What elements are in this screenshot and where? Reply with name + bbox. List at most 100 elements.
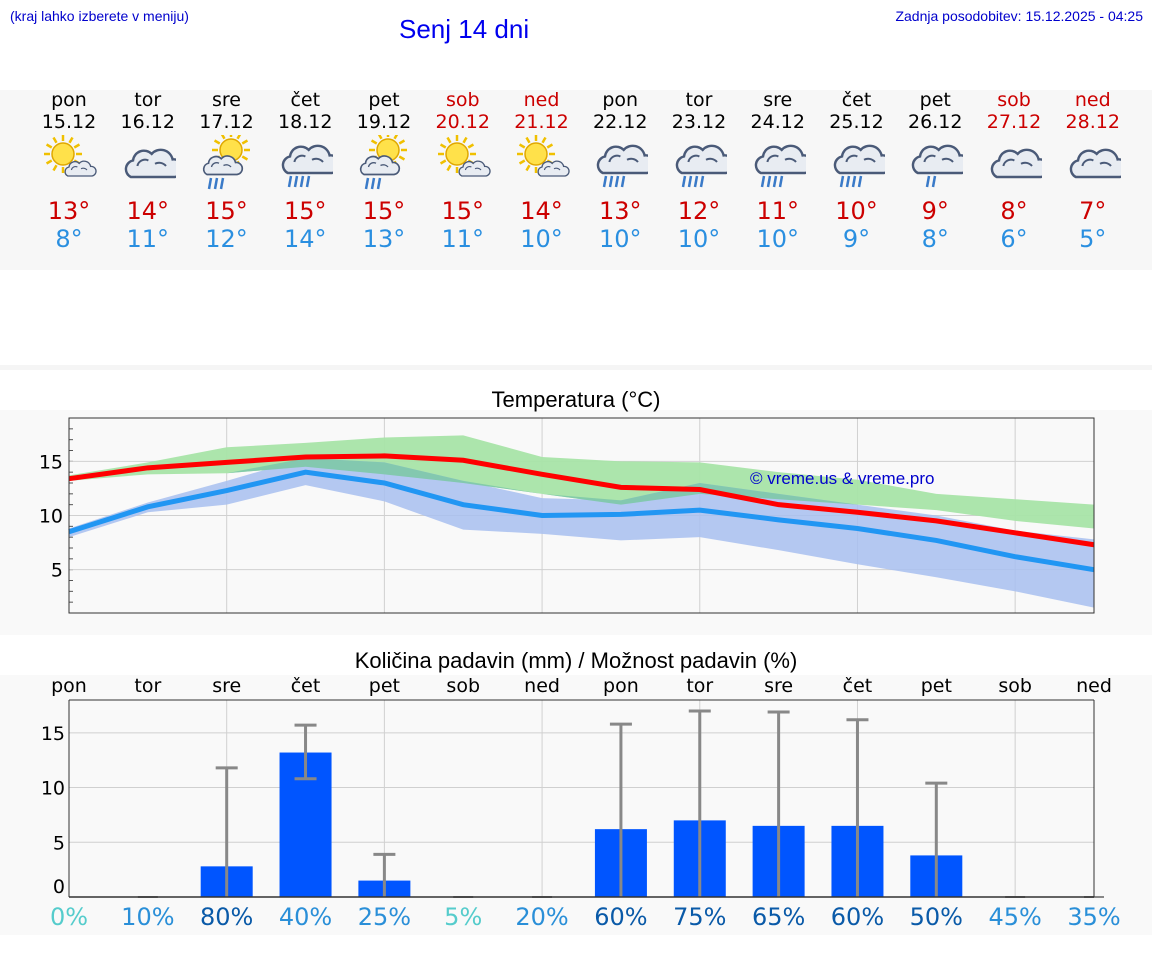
location-hint[interactable]: (kraj lahko izberete v meniju): [10, 8, 189, 24]
precip-day-label: sob: [998, 675, 1032, 697]
precip-day-label: sob: [446, 675, 481, 697]
day-column: pet 19.12 15° 13°: [345, 89, 423, 253]
temp-max: 15°: [205, 197, 248, 225]
temp-min: 9°: [842, 225, 871, 253]
day-date: 21.12: [514, 111, 569, 133]
last-updated: Zadnja posodobitev: 15.12.2025 - 04:25: [895, 8, 1143, 24]
day-name: pet: [919, 89, 951, 111]
cloud-icon: [990, 148, 1042, 179]
day-column: sre 24.12 11° 10°: [739, 89, 817, 253]
precip-day-label: sre: [212, 675, 242, 697]
day-column: sob 20.12 15° 11°: [424, 89, 502, 253]
temp-max: 12°: [677, 197, 721, 225]
temp-max: 14°: [520, 197, 563, 225]
temp-max: 9°: [921, 197, 949, 225]
day-date: 16.12: [120, 111, 175, 133]
day-column: čet 18.12 15° 14°: [266, 89, 344, 253]
day-column: čet 25.12 10° 9°: [818, 89, 896, 253]
precip-day-label: pon: [51, 675, 87, 697]
temp-max: 8°: [1000, 197, 1028, 225]
day-date: 15.12: [41, 111, 97, 133]
temp-max: 10°: [835, 197, 878, 225]
min-temp-range-band: [69, 458, 1094, 608]
day-column: sre 17.12 15° 12°: [188, 89, 266, 253]
day-column: pet 26.12 9° 8°: [896, 89, 974, 253]
day-column: sob 27.12 8° 6°: [975, 89, 1053, 253]
precip-day-label: ned: [1076, 675, 1112, 697]
temp-plot-frame: [68, 417, 1095, 614]
precip-chance-label: 25%: [357, 903, 412, 931]
sun-cloud-icon: [516, 135, 570, 177]
sun-cloud-icon: [44, 135, 97, 177]
precipitation-chart-title: Količina padavin (mm) / Možnost padavin …: [354, 648, 798, 673]
day-date: 19.12: [356, 111, 412, 133]
temp-min: 8°: [921, 225, 949, 253]
day-name: čet: [841, 89, 872, 111]
day-column: pon 22.12 13° 10°: [581, 89, 659, 253]
day-date: 25.12: [829, 111, 884, 133]
separator: [0, 365, 1152, 370]
day-date: 22.12: [593, 111, 648, 133]
day-column: pon 15.12 13° 8°: [30, 89, 108, 253]
precip-tick-label: 15: [41, 723, 65, 745]
day-date: 24.12: [750, 111, 805, 133]
precip-chance-label: 45%: [988, 903, 1042, 931]
day-name: sob: [445, 89, 480, 111]
temp-min: 6°: [1000, 225, 1028, 253]
temp-min: 14°: [283, 225, 327, 253]
temp-min: 10°: [756, 225, 800, 253]
day-name: tor: [134, 89, 162, 111]
temp-min: 13°: [362, 225, 406, 253]
day-column: ned 21.12 14° 10°: [503, 89, 581, 253]
temp-max: 13°: [598, 197, 642, 225]
cloud-light-rain-icon: [911, 144, 964, 188]
sun-cloud-rain-icon: [359, 135, 407, 190]
day-name: sob: [997, 89, 1031, 111]
sun-cloud-rain-icon: [202, 135, 250, 190]
precip-day-label: čet: [842, 675, 873, 697]
day-name: ned: [1074, 89, 1111, 111]
temp-max: 14°: [126, 197, 170, 225]
precip-chance-label: 5%: [444, 903, 483, 931]
cloud-icon: [1069, 148, 1121, 179]
precip-day-label: čet: [290, 675, 321, 697]
day-name: pon: [602, 89, 639, 111]
temp-max: 15°: [441, 197, 485, 225]
temp-min: 10°: [677, 225, 721, 253]
temp-tick-label: 5: [51, 560, 63, 582]
day-name: pet: [368, 89, 400, 111]
temp-min: 5°: [1079, 225, 1107, 253]
day-date: 17.12: [199, 111, 254, 133]
precip-chance-label: 60%: [830, 903, 885, 931]
cloud-rain-icon: [833, 144, 885, 188]
day-name: sre: [763, 89, 793, 111]
cloud-rain-icon: [281, 144, 334, 188]
day-date: 27.12: [986, 111, 1042, 133]
precip-day-label: tor: [134, 675, 162, 697]
day-column: tor 16.12 14° 11°: [109, 89, 187, 253]
cloud-rain-icon: [675, 144, 727, 188]
day-date: 26.12: [908, 111, 963, 133]
sun-cloud-icon: [437, 135, 491, 177]
precip-day-label: sre: [764, 675, 794, 697]
precip-chance-label: 80%: [200, 903, 254, 931]
day-date: 28.12: [1065, 111, 1120, 133]
temp-min: 11°: [441, 225, 485, 253]
precip-day-label: pon: [603, 675, 639, 697]
precip-day-label: pet: [920, 675, 952, 697]
cloud-rain-icon: [596, 144, 649, 188]
precip-chance-label: 40%: [278, 903, 333, 931]
temp-min: 10°: [598, 225, 642, 253]
precip-tick-label: 5: [53, 832, 65, 854]
day-column: tor 23.12 12° 10°: [660, 89, 738, 253]
temperature-chart-title: Temperatura (°C): [491, 387, 661, 412]
day-name: tor: [685, 89, 713, 111]
forecast-band: [0, 90, 1152, 270]
precip-day-label: pet: [368, 675, 400, 697]
min-temp-line: [68, 469, 1095, 573]
cloud-rain-icon: [754, 144, 806, 188]
page-title: Senj 14 dni: [399, 14, 530, 44]
day-name: čet: [290, 89, 321, 111]
temp-tick-label: 15: [39, 451, 63, 473]
